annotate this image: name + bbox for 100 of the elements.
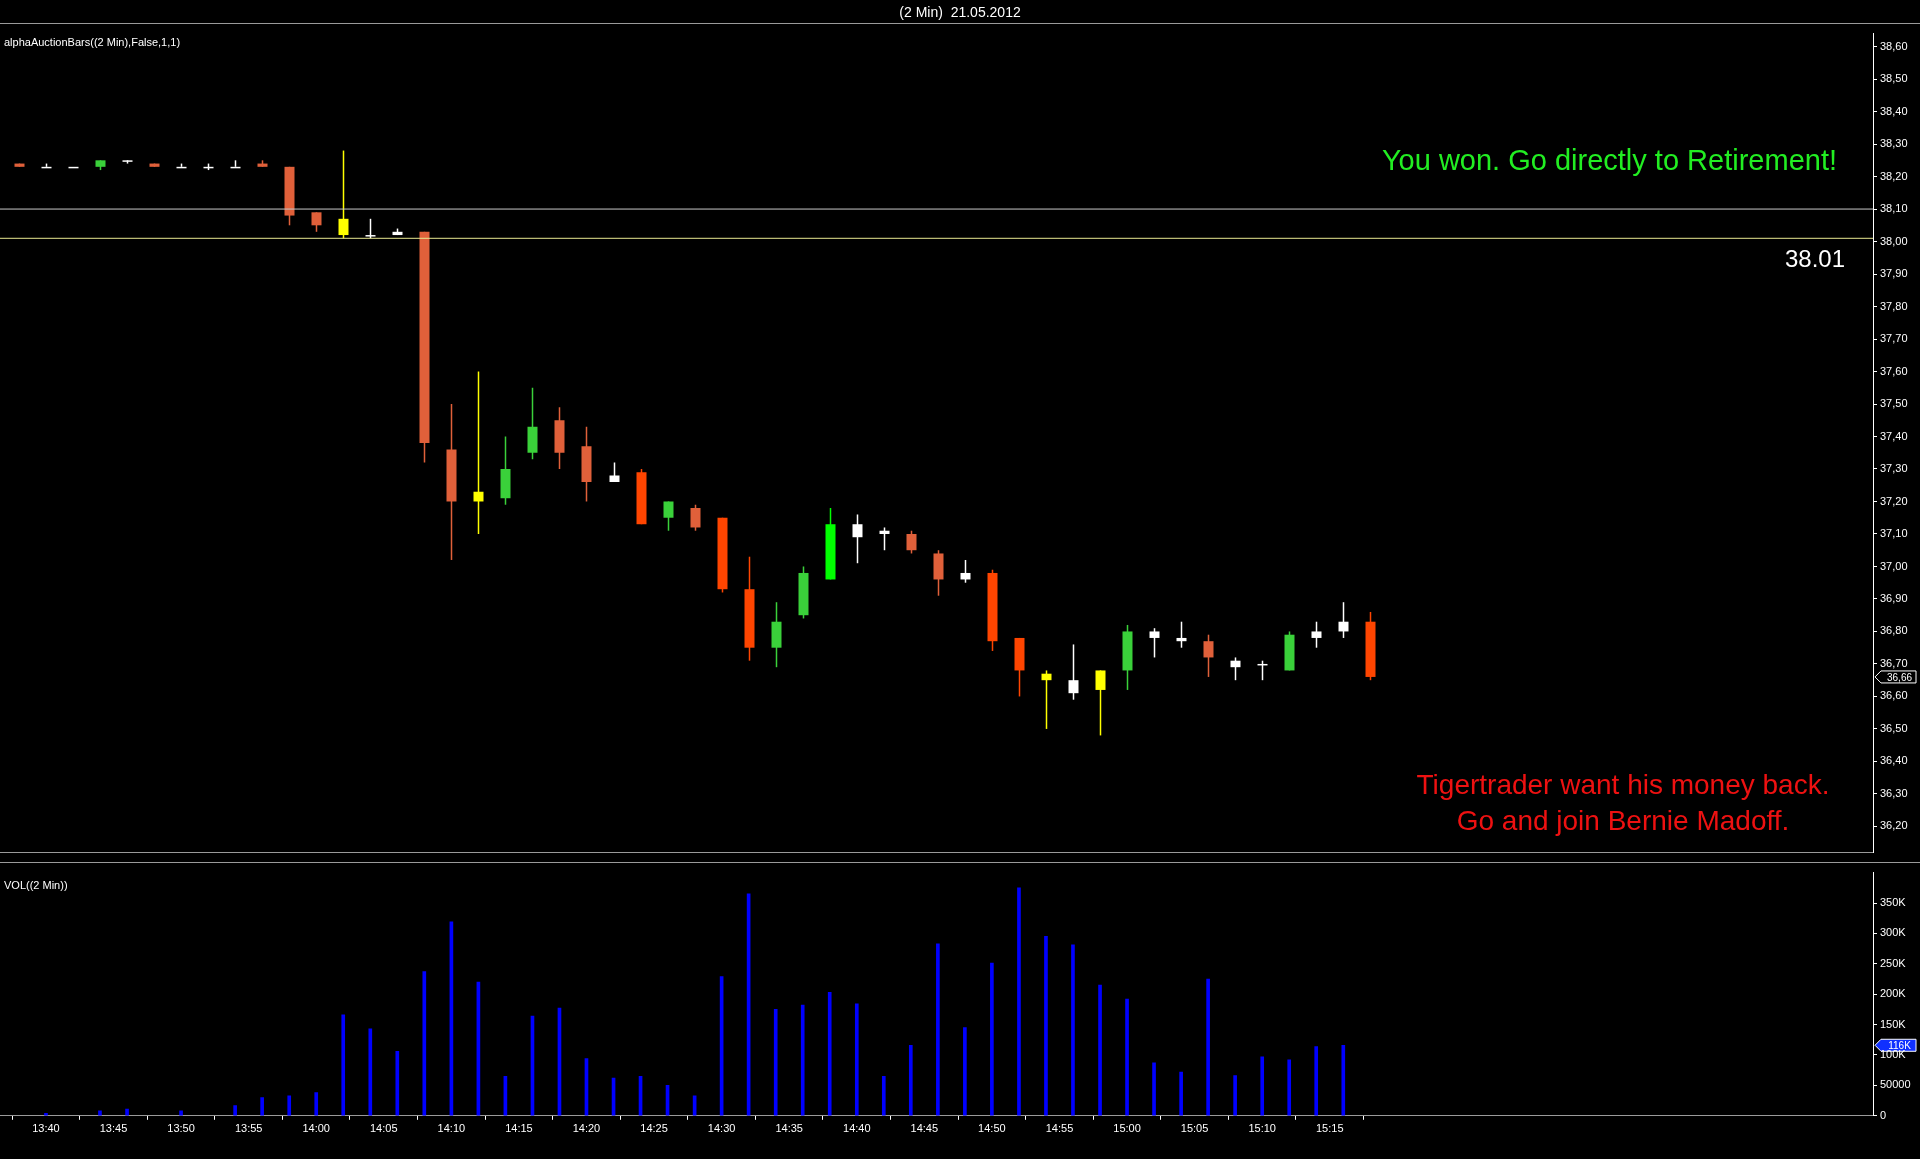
candlestick: [1311, 620, 1322, 649]
y-tick-label: 37,80: [1880, 299, 1908, 312]
x-tick-label: 13:40: [32, 1122, 60, 1135]
bar: [1044, 936, 1048, 1116]
candlestick: [1203, 633, 1214, 678]
y-tick-label: 37,70: [1880, 332, 1908, 345]
candlestick: [960, 559, 971, 584]
candlestick: [852, 513, 863, 564]
x-tick-label: 15:00: [1113, 1122, 1141, 1135]
y-tick-label: 37,10: [1880, 527, 1908, 540]
x-tick-label: 13:50: [167, 1122, 195, 1135]
y-tick-label: 36,50: [1880, 721, 1908, 734]
candlestick: [311, 211, 322, 233]
ref-line-label: 38.01: [1784, 244, 1845, 272]
y-tick-label: 36,30: [1880, 786, 1908, 799]
bar: [287, 1095, 292, 1116]
bar: [854, 1003, 859, 1116]
x-tick-label: 14:15: [505, 1122, 533, 1135]
candlestick: [365, 218, 376, 240]
x-tick-label: 14:55: [1045, 1122, 1074, 1135]
bar: [1071, 944, 1075, 1116]
x-tick-label: 14:20: [572, 1122, 601, 1135]
annotation: VOL((2 Min)): [4, 878, 68, 891]
x-tick-label: 14:30: [707, 1122, 736, 1135]
y-tick-label: 300K: [1880, 926, 1907, 939]
candlestick: [1230, 656, 1241, 681]
candlestick: [1176, 620, 1187, 649]
y-tick-label: 37,40: [1880, 429, 1908, 442]
bar: [1098, 984, 1102, 1116]
x-tick-label: 14:00: [302, 1122, 330, 1135]
y-tick-label: 38,20: [1880, 169, 1908, 182]
bar: [125, 1108, 129, 1116]
bar: [1260, 1056, 1265, 1116]
bar: [1287, 1059, 1292, 1116]
chart-title: (2 Min) 21.05.2012: [0, 0, 1920, 24]
candlestick: [338, 149, 349, 240]
x-tick-label: 13:45: [99, 1122, 128, 1135]
y-tick-label: 38,30: [1880, 137, 1908, 150]
y-tick-label: 37,90: [1880, 267, 1908, 280]
x-tick-label: 14:05: [370, 1122, 398, 1135]
bar: [1017, 887, 1021, 1116]
candlestick: [1338, 601, 1349, 639]
bar: [963, 1027, 967, 1116]
y-tick-label: 38,10: [1880, 202, 1908, 215]
candlestick: [609, 461, 620, 483]
x-tick-label: 13:55: [234, 1122, 263, 1135]
y-tick-label: 37,20: [1880, 494, 1908, 507]
y-tick-label: 37,50: [1880, 397, 1908, 410]
bar: [314, 1092, 319, 1116]
x-tick-label: 15:10: [1248, 1122, 1276, 1135]
y-tick-label: 150K: [1880, 1017, 1907, 1030]
bar: [368, 1028, 373, 1116]
bar: [1152, 1062, 1156, 1116]
y-tick-label: 50000: [1880, 1078, 1911, 1091]
bar: [1314, 1046, 1319, 1116]
candlestick: [663, 500, 674, 532]
bar: [773, 1009, 778, 1116]
candlestick: [879, 526, 890, 551]
y-tick-label: 36,40: [1880, 754, 1908, 767]
bar: [881, 1075, 886, 1116]
candlestick: [1149, 627, 1160, 659]
bar: [233, 1105, 237, 1116]
y-tick-label: 250K: [1880, 956, 1907, 969]
y-tick-label: 38,40: [1880, 104, 1908, 117]
text: 116K: [1888, 1040, 1912, 1052]
annotation: You won. Go directly to Retirement!: [1381, 143, 1837, 176]
bar: [341, 1014, 346, 1116]
bar: [395, 1051, 400, 1116]
y-tick-label: 36,20: [1880, 819, 1908, 832]
y-tick-label: 38,60: [1880, 39, 1908, 52]
bar: [990, 962, 994, 1116]
candlestick: [1095, 669, 1106, 737]
y-tick-label: 36,70: [1880, 656, 1908, 669]
y-tick-label: 36,90: [1880, 591, 1908, 604]
x-tick-label: 14:50: [978, 1122, 1006, 1135]
y-tick-label: 36,80: [1880, 624, 1908, 637]
bar: [1341, 1044, 1346, 1116]
y-tick-label: 0: [1880, 1108, 1887, 1121]
candlestick: [690, 503, 701, 532]
y-tick-label: 38,00: [1880, 234, 1908, 247]
candlestick: [1041, 669, 1052, 730]
annotation: Go and join Bernie Madoff.: [1456, 804, 1790, 836]
x-tick-label: 15:05: [1180, 1122, 1209, 1135]
annotation: alphaAuctionBars((2 Min),False,1,1): [4, 35, 181, 48]
bar: [1206, 978, 1210, 1116]
y-tick-label: 350K: [1880, 896, 1907, 909]
annotation: Tigertrader want his money back.: [1416, 768, 1830, 800]
y-tick-label: 37,60: [1880, 364, 1908, 377]
y-tick-label: 38,50: [1880, 72, 1908, 85]
bar: [800, 1004, 805, 1116]
bar: [827, 992, 832, 1116]
bar: [1125, 998, 1129, 1116]
candlestick: [1068, 643, 1079, 701]
bar: [422, 971, 427, 1116]
candlestick: [473, 370, 484, 535]
bar: [1179, 1071, 1183, 1116]
y-tick-label: 36,60: [1880, 689, 1908, 702]
y-tick-label: 37,00: [1880, 559, 1908, 572]
text: 36,66: [1886, 671, 1913, 683]
bar: [908, 1044, 913, 1116]
